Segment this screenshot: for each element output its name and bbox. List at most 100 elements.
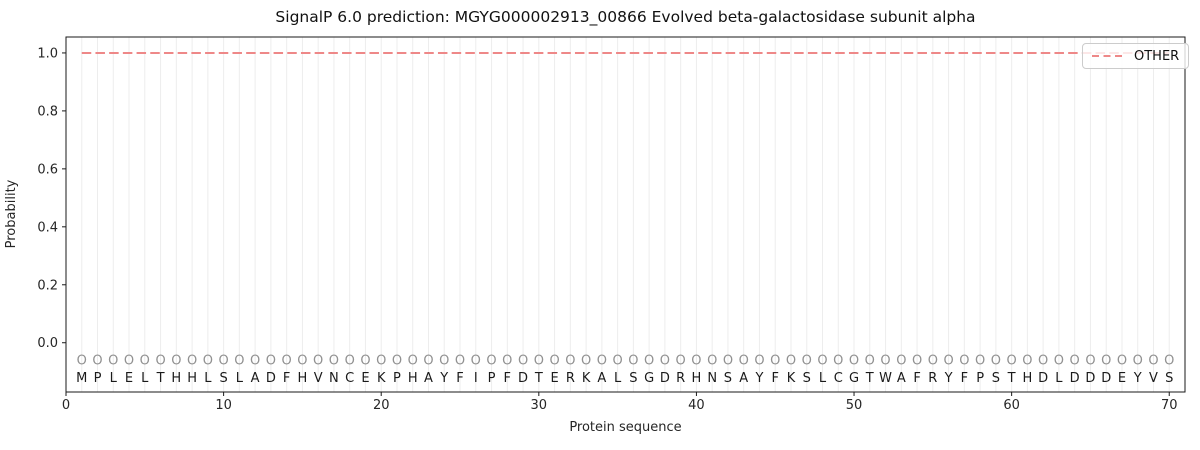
chart-title: SignalP 6.0 prediction: MGYG000002913_00…	[275, 8, 975, 27]
residue-letter: D	[1038, 371, 1048, 386]
residue-letter: P	[976, 371, 984, 386]
position-class-mark: O	[345, 354, 355, 369]
position-class-mark: O	[896, 354, 906, 369]
residue-letter: F	[771, 371, 778, 386]
position-class-mark: O	[518, 354, 528, 369]
position-class-mark: O	[108, 354, 118, 369]
residue-letter: I	[474, 371, 478, 386]
position-class-mark: O	[423, 354, 433, 369]
position-class-mark: O	[786, 354, 796, 369]
position-class-mark: O	[1070, 354, 1080, 369]
position-class-mark: O	[707, 354, 717, 369]
position-class-mark: O	[660, 354, 670, 369]
x-tick-label: 10	[215, 398, 232, 413]
residue-letter: R	[928, 371, 937, 386]
position-class-mark: O	[1022, 354, 1032, 369]
position-class-mark: O	[1085, 354, 1095, 369]
position-class-mark: O	[928, 354, 938, 369]
position-class-mark: O	[392, 354, 402, 369]
residue-letter: L	[141, 371, 149, 386]
residue-letter: S	[803, 371, 811, 386]
position-class-mark: O	[549, 354, 559, 369]
position-class-mark: O	[597, 354, 607, 369]
residue-letter: S	[992, 371, 1000, 386]
residue-letter: C	[345, 371, 354, 386]
residue-letter: S	[219, 371, 227, 386]
position-class-mark: O	[282, 354, 292, 369]
residue-letter: L	[236, 371, 244, 386]
residue-letter: S	[724, 371, 732, 386]
residue-letter: G	[644, 371, 654, 386]
residue-letter: W	[879, 371, 892, 386]
residue-letter: E	[125, 371, 133, 386]
position-class-mark: O	[218, 354, 228, 369]
residue-letter: L	[1055, 371, 1063, 386]
residue-letter: F	[283, 371, 290, 386]
position-class-mark: O	[234, 354, 244, 369]
y-tick-label: 0.4	[37, 220, 58, 235]
position-class-mark: O	[581, 354, 591, 369]
y-tick-label: 1.0	[37, 46, 58, 61]
x-tick-label: 0	[62, 398, 70, 413]
position-class-mark: O	[1148, 354, 1158, 369]
position-class-mark: O	[1117, 354, 1127, 369]
position-class-mark: O	[975, 354, 985, 369]
position-class-mark: O	[991, 354, 1001, 369]
position-class-mark: O	[124, 354, 134, 369]
residue-letter: Y	[1133, 371, 1142, 386]
position-class-mark: O	[455, 354, 465, 369]
position-class-mark: O	[880, 354, 890, 369]
residue-letter: T	[156, 371, 165, 386]
position-class-mark: O	[140, 354, 150, 369]
position-class-mark: O	[1054, 354, 1064, 369]
position-class-mark: O	[691, 354, 701, 369]
legend-line-sample	[1092, 55, 1126, 57]
residue-letter: L	[819, 371, 827, 386]
position-class-mark: O	[959, 354, 969, 369]
position-class-mark: O	[471, 354, 481, 369]
position-class-mark: O	[817, 354, 827, 369]
residue-letter: N	[707, 371, 717, 386]
residue-letter: E	[1118, 371, 1126, 386]
residue-letter: A	[739, 371, 748, 386]
plot-area: 0 10 20 30 40 50 60 700.00.20.40.60.81.0OMOPOLO…	[37, 36, 1186, 413]
residue-letter: F	[504, 371, 511, 386]
residue-letter: E	[361, 371, 369, 386]
residue-letter: M	[76, 371, 87, 386]
position-class-mark: O	[439, 354, 449, 369]
y-tick-label: 0.6	[37, 162, 58, 177]
residue-letter: S	[1165, 371, 1173, 386]
position-class-mark: O	[502, 354, 512, 369]
residue-letter: A	[424, 371, 433, 386]
residue-letter: Y	[944, 371, 953, 386]
residue-letter: P	[393, 371, 401, 386]
residue-letter: K	[582, 371, 591, 386]
position-class-mark: O	[329, 354, 339, 369]
position-class-mark: O	[360, 354, 370, 369]
position-class-mark: O	[187, 354, 197, 369]
residue-letter: D	[1085, 371, 1095, 386]
position-class-mark: O	[770, 354, 780, 369]
residue-letter: G	[849, 371, 859, 386]
position-class-mark: O	[676, 354, 686, 369]
position-class-mark: O	[739, 354, 749, 369]
y-axis-label: Probability	[4, 179, 19, 248]
residue-letter: P	[94, 371, 102, 386]
residue-letter: H	[171, 371, 181, 386]
x-tick-label: 70	[1161, 398, 1178, 413]
residue-letter: F	[961, 371, 968, 386]
residue-letter: D	[266, 371, 276, 386]
residue-letter: Y	[754, 371, 763, 386]
residue-letter: H	[187, 371, 197, 386]
residue-letter: T	[865, 371, 874, 386]
position-class-mark: O	[250, 354, 260, 369]
position-class-mark: O	[155, 354, 165, 369]
position-class-mark: O	[171, 354, 181, 369]
position-class-mark: O	[943, 354, 953, 369]
residue-letter: K	[377, 371, 386, 386]
legend: OTHER	[1082, 43, 1190, 69]
residue-letter: R	[676, 371, 685, 386]
residue-letter: T	[534, 371, 543, 386]
plot-frame	[65, 36, 1186, 393]
